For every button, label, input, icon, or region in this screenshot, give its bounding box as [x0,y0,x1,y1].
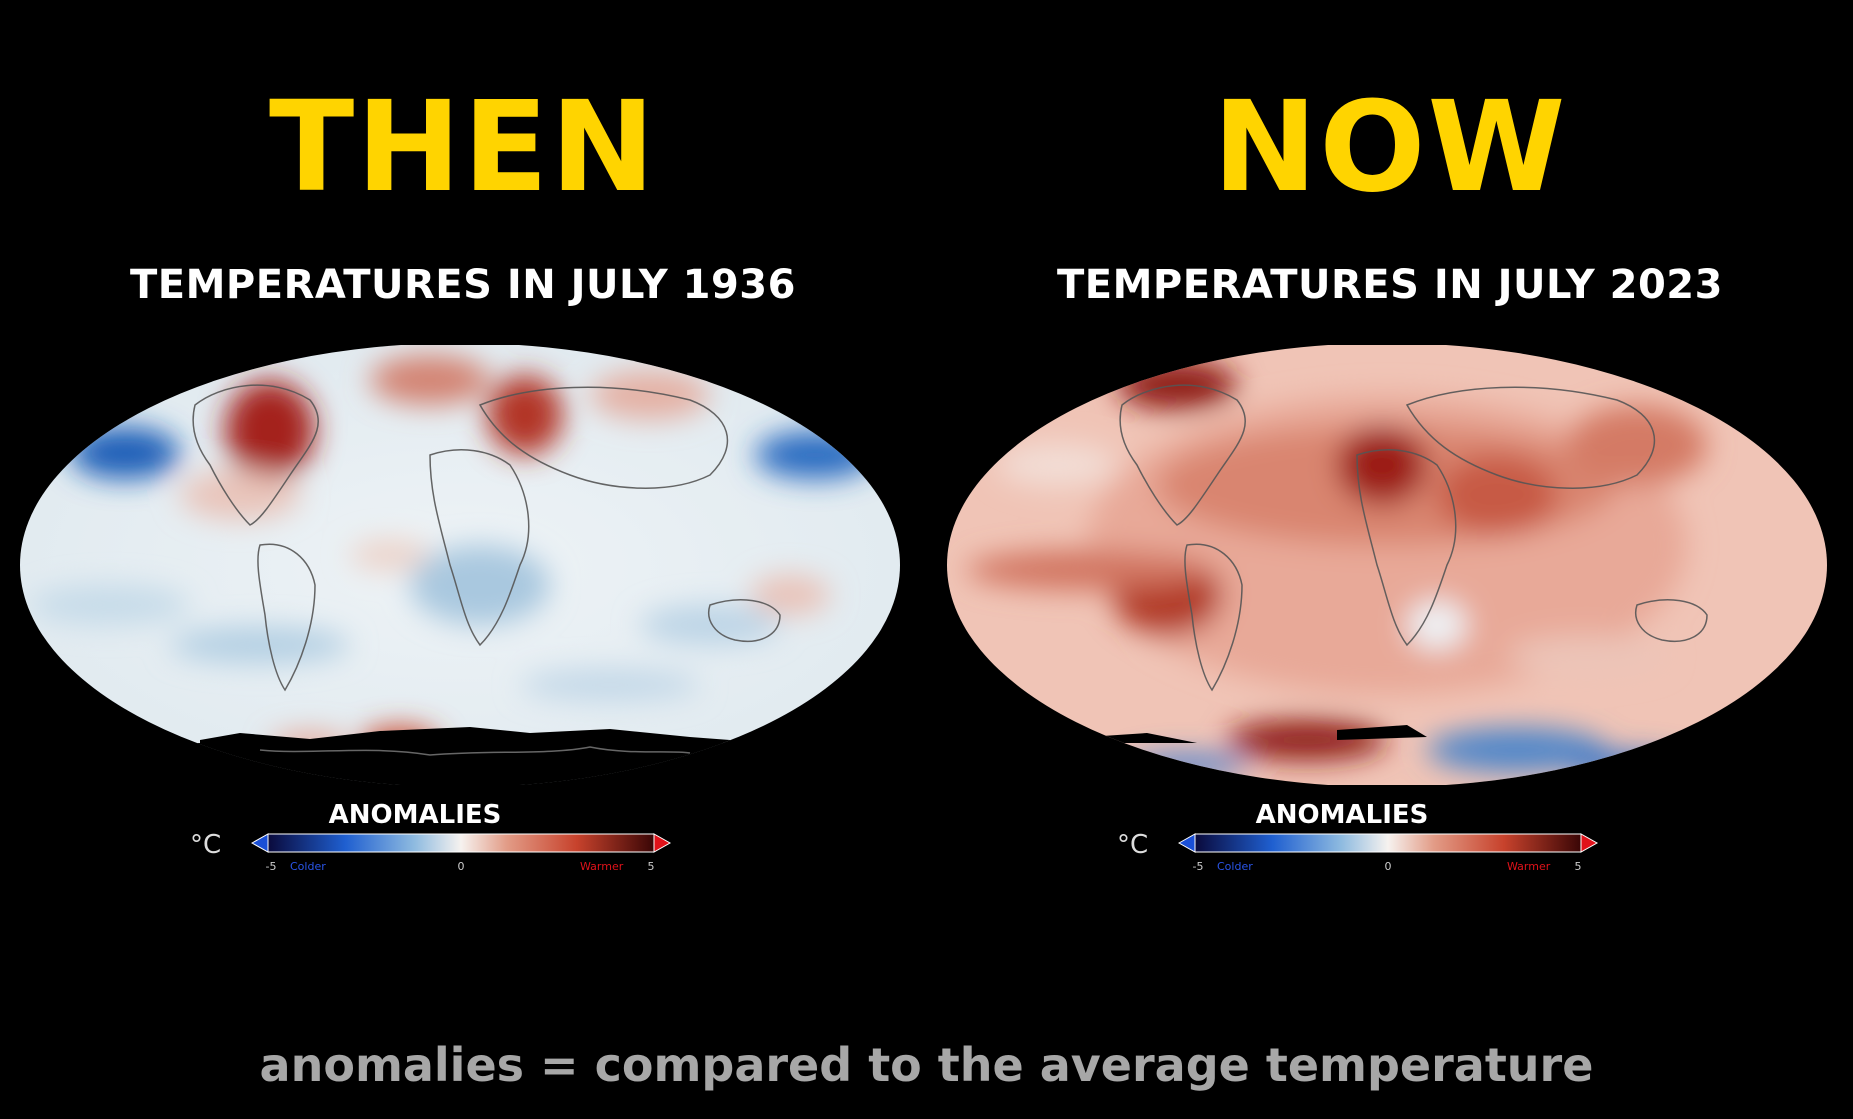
mid-tick: 0 [458,860,465,873]
gradient-bar [1194,833,1582,853]
legend-1936: ANOMALIES °C -5 Colder 0 Warmer [180,800,680,890]
colorbar: -5 Colder 0 Warmer 5 [250,833,672,873]
unit-label: °C [190,830,222,860]
now-panel: NOW TEMPERATURES IN JULY 2023 [927,0,1853,1000]
legend-title: ANOMALIES [1255,800,1429,830]
now-heading: NOW [1212,75,1568,220]
colorbar: -5 Colder 0 Warmer 5 [1177,833,1599,873]
min-tick: -5 [266,860,277,873]
cold-arrow [1177,833,1196,853]
max-tick: 5 [648,860,655,873]
then-subtitle: TEMPERATURES IN JULY 1936 [130,262,796,308]
mid-tick: 0 [1385,860,1392,873]
gradient-bar [267,833,655,853]
footer-caption: anomalies = compared to the average temp… [259,1038,1594,1092]
cold-arrow [250,833,269,853]
legend-title: ANOMALIES [328,800,502,830]
min-tick: -5 [1193,860,1204,873]
now-subtitle: TEMPERATURES IN JULY 2023 [1057,262,1723,308]
then-heading: THEN [269,75,657,220]
legend-2023: ANOMALIES °C -5 Colder 0 Warmer [1107,800,1607,890]
warm-arrow [653,833,672,853]
warm-arrow [1580,833,1599,853]
warm-label: Warmer [580,860,624,873]
unit-label: °C [1117,830,1149,860]
then-panel: THEN TEMPERATURES IN JULY 1936 [0,0,926,1000]
cold-label: Colder [290,860,326,873]
cold-label: Colder [1217,860,1253,873]
map-july-1936 [20,345,900,785]
map-july-2023 [947,345,1827,785]
max-tick: 5 [1575,860,1582,873]
warm-label: Warmer [1507,860,1551,873]
